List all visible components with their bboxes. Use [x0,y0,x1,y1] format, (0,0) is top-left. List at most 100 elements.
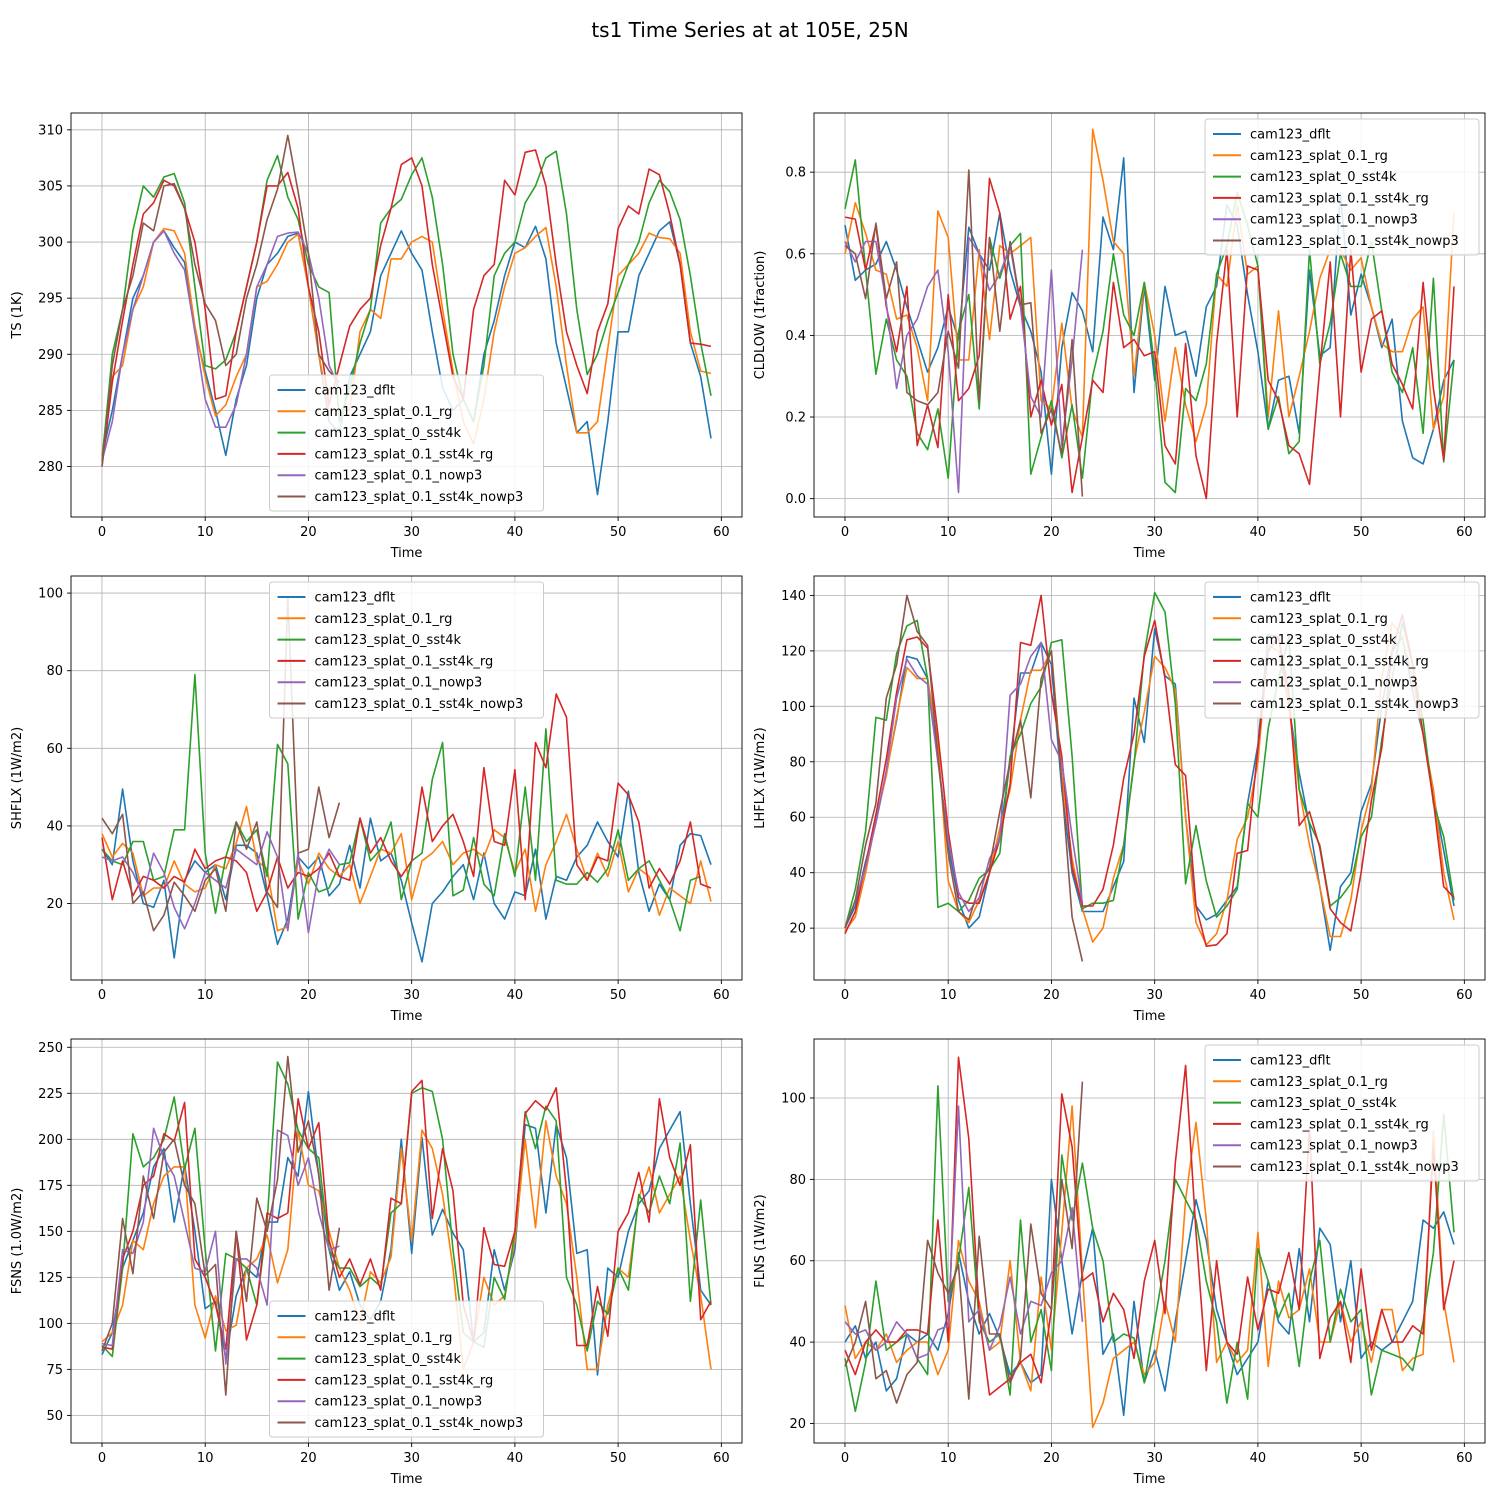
y-tick-label: 0.4 [785,329,806,344]
x-tick-label: 20 [1043,988,1060,1003]
chart-panel-flns: 0 10 20 30 40 50 60 20 40 60 80 100 Time FLNS (1W/m2)… [753,1038,1486,1487]
x-tick-label: 60 [713,988,730,1003]
y-tick-label: 305 [38,179,63,194]
y-tick-label: 150 [38,1225,63,1240]
chart-panel-fsns: 0 10 20 30 40 50 60 50 75 100 125 150 175 200 225 250 Ti… [10,1038,743,1487]
legend-box [269,1300,544,1438]
x-tick-label: 10 [940,525,957,540]
y-tick-label: 310 [38,123,63,138]
legend: cam123_dflt cam123_splat_0.1_rg cam123_spl… [269,1300,544,1438]
x-tick-label: 40 [1250,525,1267,540]
series-line-cam123-splat-0-1-sst4k-rg [101,693,712,913]
series-line-cam123-splat-0-sst4k [844,159,1455,494]
legend-label: cam123_splat_0.1_rg [1250,1075,1388,1090]
x-tick-label: 0 [841,1451,849,1466]
series-line-cam123-splat-0-1-nowp3 [101,830,341,934]
chart-panel-lhflx: 0 10 20 30 40 50 60 20 40 60 80 100 120 140 Time LHFLX … [753,575,1486,1024]
x-tick-label: 60 [713,525,730,540]
legend: cam123_dflt cam123_splat_0.1_rg cam123_spl… [1204,581,1480,719]
series-group [101,1055,712,1396]
legend-label: cam123_splat_0.1_sst4k_nowp3 [1250,234,1459,249]
legend-label: cam123_splat_0.1_rg [315,1331,453,1346]
y-tick-label: 20 [46,897,63,912]
y-tick-label: 100 [38,587,63,602]
x-tick-label: 20 [1043,1451,1060,1466]
x-tick-label: 0 [841,525,849,540]
x-tick-label: 50 [1353,988,1370,1003]
legend-label: cam123_splat_0.1_nowp3 [1250,213,1418,228]
series-group [844,1056,1455,1429]
series-line-cam123-splat-0-1-nowp3 [101,230,341,462]
y-axis-label: TS (1K) [10,291,25,339]
x-tick-label: 50 [610,525,627,540]
y-tick-label: 285 [38,404,63,419]
x-tick-label: 0 [98,1451,106,1466]
series-line-cam123-splat-0-1-sst4k-rg [844,177,1455,500]
legend-label: cam123_splat_0.1_sst4k_nowp3 [315,1416,524,1431]
series-line-cam123-splat-0-1-rg [101,1120,712,1371]
legend-label: cam123_splat_0_sst4k [1250,170,1397,185]
legend-label: cam123_splat_0.1_sst4k_nowp3 [315,490,524,505]
axes-frame [813,575,1486,981]
series-line-cam123-splat-0-sst4k [101,673,701,932]
y-tick-label: 75 [46,1363,63,1378]
y-tick-label: 80 [789,755,806,770]
chart-panel-ts: 0 10 20 30 40 50 60 280 285 290 295 300 305 310 Time TS… [10,112,743,561]
x-tick-label: 0 [98,525,106,540]
legend-label: cam123_splat_0.1_sst4k_rg [315,447,494,462]
series-line-cam123-splat-0-1-sst4k-nowp3 [844,169,1084,497]
x-tick-label: 40 [507,1451,524,1466]
y-tick-label: 100 [781,1091,806,1106]
x-axis-label: Time [1133,546,1166,561]
x-tick-label: 30 [1146,525,1163,540]
y-tick-label: 40 [789,1336,806,1351]
legend-label: cam123_splat_0.1_rg [315,405,453,420]
series-line-cam123-splat-0-1-rg [844,1105,1455,1429]
y-axis-label: SHFLX (1W/m2) [10,727,25,829]
y-tick-label: 125 [38,1271,63,1286]
x-axis-label: Time [390,546,423,561]
y-tick-label: 140 [781,589,806,604]
x-tick-label: 60 [713,1451,730,1466]
y-tick-label: 20 [789,1417,806,1432]
legend-box [269,374,544,512]
legend: cam123_dflt cam123_splat_0.1_rg cam123_spl… [269,374,544,512]
legend-label: cam123_splat_0_sst4k [315,426,462,441]
series-line-cam123-splat-0-1-rg [101,805,712,932]
x-axis-label: Time [1133,1472,1166,1487]
series-line-cam123-splat-0-1-sst4k-rg [844,1056,1455,1396]
legend-label: cam123_splat_0.1_rg [315,612,453,627]
x-tick-label: 20 [300,988,317,1003]
legend-label: cam123_splat_0.1_nowp3 [315,676,483,691]
series-line-cam123-splat-0-1-sst4k-nowp3 [844,594,1084,962]
series-line-cam123-splat-0-sst4k [844,1085,1455,1413]
legend-label: cam123_splat_0.1_nowp3 [315,469,483,484]
x-tick-label: 50 [1353,525,1370,540]
x-tick-label: 50 [610,988,627,1003]
x-tick-label: 30 [1146,988,1163,1003]
x-tick-label: 40 [507,988,524,1003]
legend: cam123_dflt cam123_splat_0.1_rg cam123_spl… [269,581,544,719]
x-tick-label: 0 [841,988,849,1003]
legend-label: cam123_splat_0.1_nowp3 [1250,676,1418,691]
y-tick-label: 175 [38,1179,63,1194]
axes-frame [813,1038,1486,1444]
legend-label: cam123_dflt [1250,591,1331,606]
legend-label: cam123_dflt [315,384,396,399]
y-tick-label: 300 [38,236,63,251]
series-group [101,596,712,963]
legend-label: cam123_splat_0.1_sst4k_rg [1250,654,1429,669]
legend-label: cam123_splat_0.1_nowp3 [315,1395,483,1410]
panels: 0 10 20 30 40 50 60280285290295300305310TimeTS… [10,112,1486,1487]
series-line-cam123-splat-0-1-sst4k-nowp3 [844,1081,1084,1404]
series-line-cam123-splat-0-1-sst4k-nowp3 [101,1055,341,1396]
x-tick-label: 10 [197,988,214,1003]
y-tick-label: 0.8 [785,166,806,181]
legend-label: cam123_splat_0.1_sst4k_rg [315,1373,494,1388]
y-tick-label: 60 [789,1254,806,1269]
series-line-cam123-splat-0-1-sst4k-nowp3 [101,134,340,467]
axes-frame [70,575,743,981]
legend-label: cam123_splat_0.1_rg [1250,612,1388,627]
legend-label: cam123_splat_0.1_nowp3 [1250,1139,1418,1154]
x-tick-label: 60 [1456,1451,1473,1466]
